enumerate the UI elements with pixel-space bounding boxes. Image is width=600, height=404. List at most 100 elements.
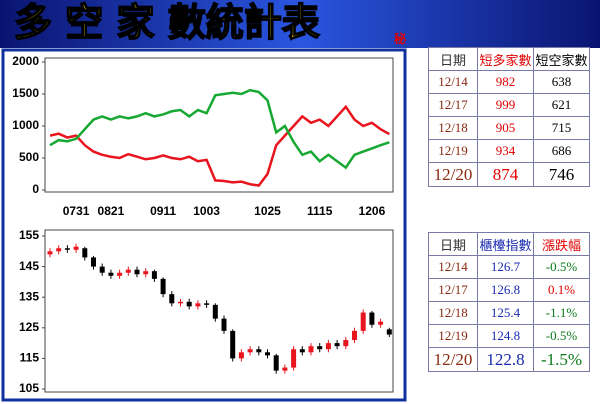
candle-body (299, 349, 305, 353)
banner (0, 0, 600, 48)
series-line (49, 88, 390, 170)
x-tick-label: 0731 (63, 204, 90, 218)
table-cell: 12/17 (428, 93, 478, 117)
candle-body (265, 352, 270, 356)
table-cell: 124.8 (477, 324, 534, 348)
candle-body (56, 248, 62, 252)
table-cell: 漲跌幅 (533, 232, 590, 256)
candle-body (99, 266, 105, 273)
candle-body (143, 271, 149, 275)
table-cell: 日期 (428, 232, 478, 256)
table-cell: 746 (533, 162, 590, 187)
table-row: 12/18 905 715 (428, 116, 590, 140)
candle-body (317, 346, 323, 350)
table-cell: 12/14 (428, 255, 478, 279)
table-row: 日期 櫃檯指數 漲跌幅 (428, 232, 590, 256)
y-tick-label: 125 (19, 320, 39, 334)
table-row: 12/20 874 746 (428, 162, 590, 187)
table-cell: 715 (533, 116, 590, 140)
table-cell: 12/19 (428, 324, 478, 348)
plot-frame (44, 229, 394, 393)
candle-body (134, 269, 140, 275)
candle-body (91, 257, 96, 267)
y-tick-label: 155 (19, 228, 39, 242)
table-cell: 126.8 (477, 278, 534, 302)
candle-body (386, 329, 392, 335)
y-tick-label: 2000 (12, 54, 39, 68)
table-cell: -0.5% (533, 324, 590, 348)
y-tick-label: 1000 (12, 118, 39, 132)
y-tick-label: 115 (20, 351, 40, 365)
table-cell: 12/19 (428, 139, 478, 163)
candle-body (117, 272, 123, 276)
table-cell: 櫃檯指數 (477, 232, 534, 256)
table-cell: 686 (533, 139, 590, 163)
candle-body (160, 278, 166, 295)
candle-body (73, 246, 79, 250)
candle-body (151, 271, 157, 279)
y-tick-label: 105 (19, 381, 39, 395)
table-cell: 638 (533, 70, 590, 94)
candle-body (221, 318, 227, 331)
candle-body (108, 272, 114, 276)
candle-body (291, 349, 297, 368)
candle-body (352, 330, 357, 341)
candle-body (212, 304, 218, 319)
table-row: 12/17 999 621 (428, 93, 590, 117)
plot-frame (44, 57, 394, 193)
table-row: 日期 短多家數 短空家數 (428, 47, 590, 71)
y-tick-label: 1500 (12, 86, 39, 100)
candle-body (125, 269, 131, 273)
candle-body (343, 340, 349, 347)
table-cell: -0.5% (533, 255, 590, 279)
candle-body (282, 367, 288, 371)
table-cell: 874 (477, 162, 534, 187)
table-cell: 125.4 (477, 301, 534, 325)
candle-body (360, 312, 366, 331)
candle-body (230, 330, 236, 359)
candle-body (369, 312, 375, 325)
table-cell: 12/18 (428, 301, 478, 325)
candle-body (308, 346, 314, 353)
y-tick-label: 135 (19, 289, 39, 303)
table-cell: 12/20 (428, 347, 478, 372)
candle-body (334, 343, 340, 347)
table-cell: 12/20 (428, 162, 478, 187)
table-cell: -1.5% (533, 347, 590, 372)
candle-body (247, 349, 253, 353)
table-cell: 0.1% (533, 278, 590, 302)
x-tick-label: 1025 (254, 204, 281, 218)
candle-body (64, 248, 70, 250)
y-tick-label: 500 (19, 150, 39, 164)
table-cell: 12/14 (428, 70, 478, 94)
table-row: 12/18 125.4 -1.1% (428, 301, 590, 325)
table-row: 12/14 982 638 (428, 70, 590, 94)
candle-body (82, 248, 88, 258)
table: 日期 櫃檯指數 漲跌幅 12/14 126.7 -0.5% 12/17 126.8 0.1% 12… (428, 232, 590, 372)
table-cell: 126.7 (477, 255, 534, 279)
y-tick-label: 145 (19, 259, 39, 273)
x-tick-label: 1206 (359, 204, 386, 218)
table-cell: 日期 (428, 47, 478, 71)
y-tick-label: 0 (32, 182, 39, 196)
table-cell: 934 (477, 139, 534, 163)
table-row: 12/14 126.7 -0.5% (428, 255, 590, 279)
candle-body (195, 303, 201, 307)
table-cell: 短空家數 (533, 47, 590, 71)
table-row: 12/19 124.8 -0.5% (428, 324, 590, 348)
candle-body (238, 352, 244, 359)
table-cell: 621 (533, 93, 590, 117)
table-row: 12/17 126.8 0.1% (428, 278, 590, 302)
table-cell: -1.1% (533, 301, 590, 325)
candle-body (273, 355, 279, 371)
table-cell: 短多家數 (477, 47, 534, 71)
page-title: 多 空 家 數統計表 (14, 1, 320, 45)
candle-body (169, 294, 175, 304)
candle-body (204, 303, 210, 305)
table-cell: 999 (477, 93, 534, 117)
table-cell: 12/18 (428, 116, 478, 140)
x-tick-label: 1003 (193, 204, 220, 218)
candle-body (186, 301, 192, 307)
